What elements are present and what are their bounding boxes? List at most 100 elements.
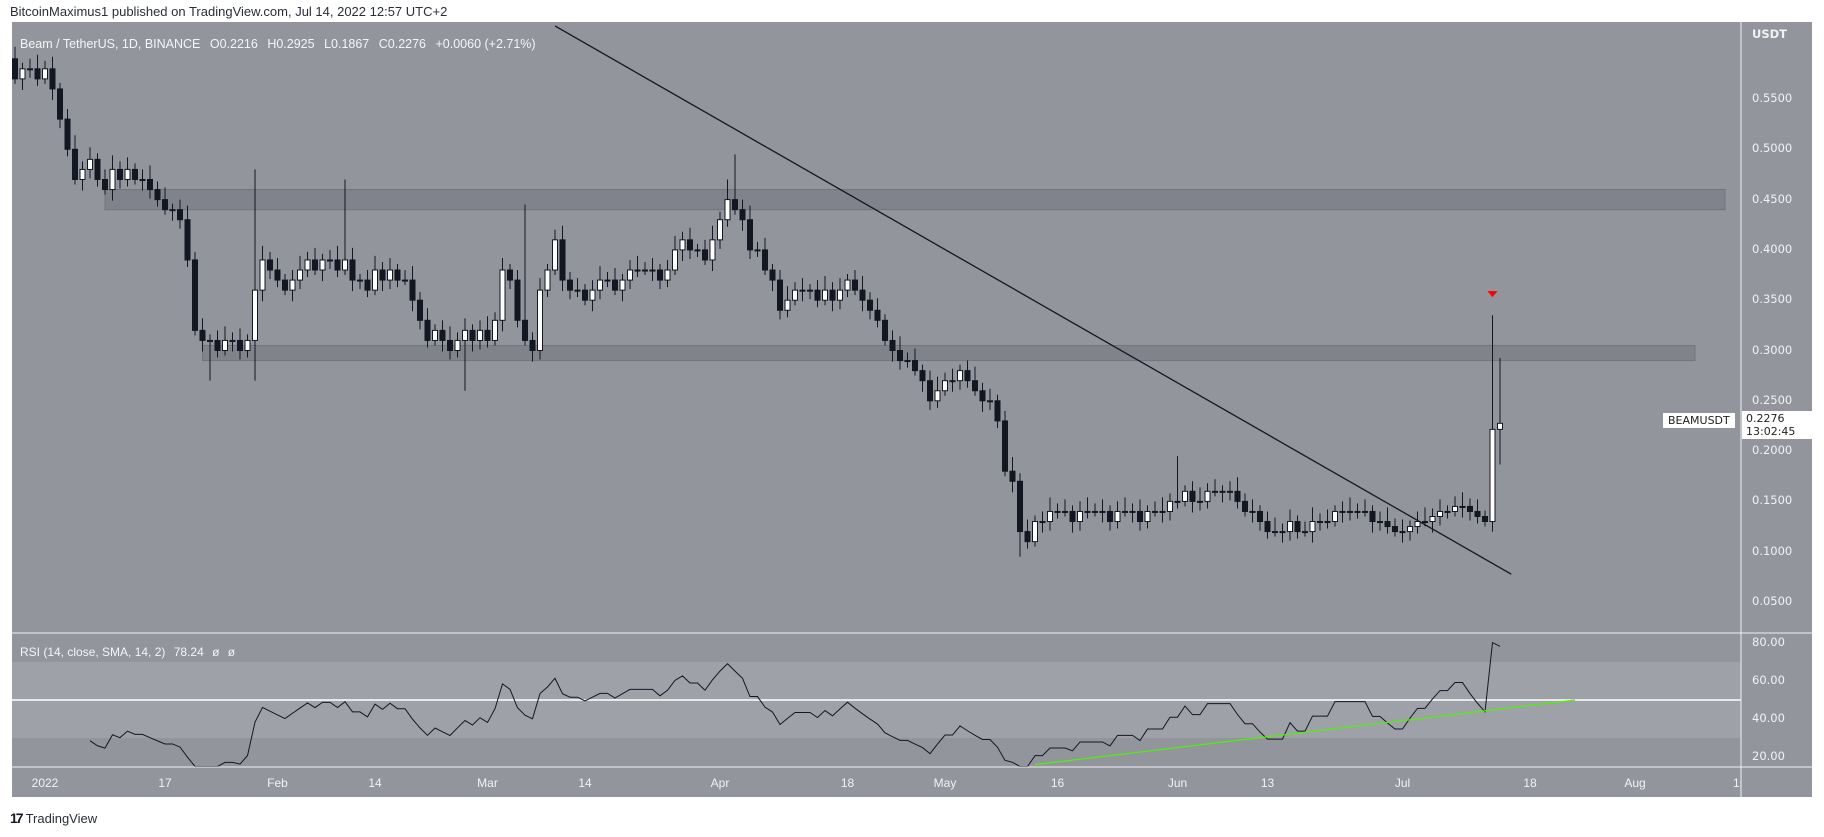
candle bbox=[319, 253, 326, 282]
tradingview-logo[interactable]: 17 TradingView bbox=[10, 810, 97, 826]
candle bbox=[627, 259, 633, 290]
candle bbox=[147, 165, 153, 199]
candle bbox=[1444, 505, 1451, 519]
candle-body bbox=[994, 400, 1001, 422]
candle-body bbox=[1272, 531, 1278, 534]
candle bbox=[1234, 477, 1241, 509]
candle-body bbox=[1354, 510, 1361, 513]
candle bbox=[109, 155, 116, 201]
candle bbox=[312, 247, 318, 276]
candle-body bbox=[777, 279, 783, 311]
candle-body bbox=[822, 289, 828, 301]
ohlc-high: H0.2925 bbox=[267, 37, 315, 51]
candle-body bbox=[1092, 510, 1098, 513]
candle-body bbox=[1287, 521, 1293, 533]
candle-body bbox=[964, 370, 971, 382]
candle bbox=[177, 199, 183, 229]
candle bbox=[739, 199, 746, 231]
candle bbox=[544, 263, 551, 298]
candle bbox=[1489, 315, 1496, 532]
candle bbox=[912, 348, 918, 376]
candle-body bbox=[214, 339, 221, 352]
candle-body bbox=[379, 269, 386, 281]
candle-body bbox=[469, 329, 476, 341]
candle-body bbox=[5, 59, 10, 69]
candle bbox=[1129, 503, 1136, 523]
candle bbox=[1197, 487, 1203, 511]
candle bbox=[664, 259, 671, 288]
publisher-caption: BitcoinMaximus1 published on TradingView… bbox=[10, 4, 448, 19]
candle bbox=[1039, 511, 1046, 533]
rsi-pane bbox=[12, 641, 1741, 767]
candle bbox=[1219, 485, 1226, 503]
symbol-name[interactable]: Beam / TetherUS, 1D, BINANCE bbox=[20, 37, 201, 51]
candle bbox=[964, 360, 971, 388]
candle bbox=[657, 263, 663, 290]
candle bbox=[1047, 497, 1053, 531]
date-tick-label: Jul bbox=[1394, 776, 1411, 790]
candle bbox=[499, 257, 506, 332]
price-pane bbox=[5, 25, 1726, 575]
candle bbox=[1294, 515, 1301, 539]
last-price: 0.2276 bbox=[1746, 412, 1785, 425]
rsi-na-2: ø bbox=[227, 645, 236, 659]
candle bbox=[874, 298, 881, 328]
candle-body bbox=[1069, 510, 1076, 523]
candle bbox=[364, 270, 371, 298]
candle-body bbox=[102, 178, 108, 191]
candle bbox=[192, 251, 198, 336]
candle-body bbox=[897, 350, 903, 362]
rsi-label[interactable]: RSI (14, close, SMA, 14, 2) bbox=[20, 645, 166, 659]
rsi-tick-label: 60.00 bbox=[1752, 673, 1785, 687]
candle-body bbox=[889, 339, 896, 352]
candle bbox=[1212, 479, 1218, 497]
candle-body bbox=[1332, 510, 1338, 523]
candle bbox=[379, 261, 386, 292]
candle bbox=[357, 274, 363, 290]
price-tick-label: 0.2000 bbox=[1752, 443, 1793, 458]
candle-body bbox=[259, 259, 266, 291]
candle bbox=[49, 56, 56, 101]
candle-body bbox=[1159, 510, 1166, 513]
ohlc-change: +0.0060 (+2.71%) bbox=[435, 37, 536, 51]
candle bbox=[27, 58, 33, 78]
candle-body bbox=[619, 279, 626, 291]
candle bbox=[1302, 521, 1308, 537]
candle-body bbox=[919, 370, 926, 382]
candle bbox=[1017, 473, 1023, 557]
candle bbox=[1324, 509, 1331, 529]
ohlc-close: C0.2276 bbox=[378, 37, 427, 51]
candle bbox=[1144, 505, 1151, 529]
candle bbox=[469, 324, 476, 352]
candle bbox=[1114, 501, 1121, 529]
date-tick-label: 13 bbox=[1260, 776, 1275, 790]
candle bbox=[1009, 457, 1016, 493]
candle-body bbox=[904, 360, 911, 363]
descending-trendline bbox=[554, 25, 1512, 575]
candle bbox=[484, 316, 491, 348]
candle-body bbox=[912, 360, 918, 372]
candle bbox=[514, 270, 521, 328]
candle bbox=[1054, 503, 1061, 519]
candle-body bbox=[867, 299, 873, 311]
candle bbox=[942, 372, 948, 396]
candle bbox=[1159, 497, 1166, 523]
candle bbox=[94, 153, 101, 187]
candle-body bbox=[589, 289, 596, 301]
candle-body bbox=[799, 289, 806, 292]
candle-body bbox=[439, 329, 446, 341]
candle bbox=[57, 82, 63, 129]
candle-body bbox=[222, 339, 228, 352]
candle bbox=[162, 187, 168, 215]
candle-body bbox=[1182, 490, 1188, 502]
candle-body bbox=[34, 68, 41, 80]
candle bbox=[1482, 510, 1488, 527]
candle-body bbox=[1452, 505, 1458, 512]
candle-body bbox=[454, 339, 461, 352]
candle-body bbox=[1339, 510, 1346, 513]
candle bbox=[717, 211, 723, 249]
candle bbox=[1099, 499, 1106, 523]
candle-body bbox=[177, 209, 183, 221]
candle bbox=[784, 286, 791, 318]
